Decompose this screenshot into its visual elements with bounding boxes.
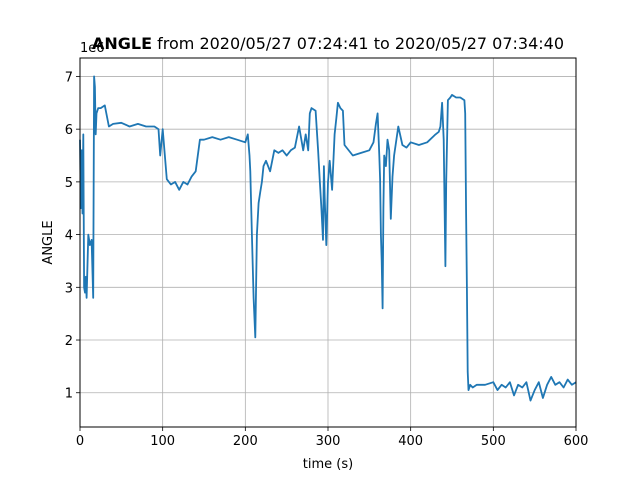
- y-tick-label: 3: [65, 281, 73, 296]
- y-tick-label: 7: [65, 70, 73, 85]
- x-tick-label: 100: [150, 434, 175, 449]
- series-line: [79, 75, 577, 402]
- y-tick-label: 1: [65, 387, 73, 402]
- axis-ticks: 0 100 200 300 400 500 600 1 2 3 4 5 6 7: [65, 70, 589, 449]
- x-tick-label: 400: [398, 434, 423, 449]
- x-tick-label: 600: [564, 434, 589, 449]
- grid: [79, 58, 577, 427]
- y-tick-label: 5: [65, 176, 73, 191]
- y-axis-label: ANGLE: [41, 220, 56, 264]
- x-axis-label: time (s): [303, 457, 353, 472]
- y-tick-label: 2: [65, 334, 73, 349]
- chart-title-rest: from 2020/05/27 07:24:41 to 2020/05/27 0…: [152, 34, 564, 53]
- data-series: [79, 75, 577, 402]
- x-tick-label: 0: [76, 434, 84, 449]
- chart-title-bold: ANGLE: [92, 34, 152, 53]
- x-tick-label: 300: [316, 434, 341, 449]
- x-tick-label: 500: [481, 434, 506, 449]
- y-tick-label: 6: [65, 123, 73, 138]
- x-tick-label: 200: [233, 434, 258, 449]
- y-offset-label: 1e6: [80, 41, 105, 56]
- y-tick-label: 4: [65, 229, 73, 244]
- chart-title: ANGLE from 2020/05/27 07:24:41 to 2020/0…: [92, 34, 564, 53]
